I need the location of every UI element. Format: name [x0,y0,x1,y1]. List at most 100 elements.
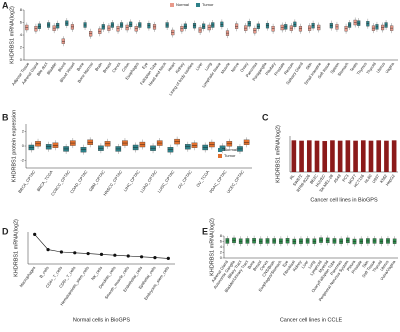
x-tick-label: Spleen [329,61,340,74]
x-tick-label: OV_TCGA [195,169,210,188]
x-tick-label: Thyroid [365,61,377,75]
x-tick-label: NK_cells [90,265,103,281]
x-tick-label: Ovary [239,61,249,73]
x-tick-label: Embryonic_stem_cells [143,265,170,301]
x-tick-label: Lung [203,61,212,71]
bar [345,140,351,172]
point [153,256,157,260]
x-tick-label: LIHC_CPTAC [122,169,140,192]
x-tick-label: Liver [300,259,309,270]
x-tick-label: LUSC_CPTAC [156,169,175,193]
bar [322,141,328,172]
y-tick-label: 0 [220,255,223,260]
x-tick-label: Skin [304,61,313,70]
panel-label: E [202,226,208,236]
y-tick-label: 4 [220,244,223,249]
x-tick-label: RL [289,173,296,181]
point [73,251,77,255]
x-tick-label: BE2C [309,173,319,185]
x-tick-label: Breast [102,61,113,74]
x-tick-label: Blood [57,61,67,72]
point [166,256,170,260]
y-axis-title: KHDRBS1 mRNA(log2) [13,219,19,277]
bar [330,140,335,172]
x-tick-label: MCF7 [347,173,358,185]
y-tick-label: 2 [22,128,25,133]
y-tick-label: 2 [20,45,23,50]
y-tick-label: 4 [20,32,23,37]
bar [291,140,297,172]
bar [360,140,366,172]
panel-label: C [262,112,269,122]
x-tick-label: Macrophages [18,265,36,288]
x-tick-label: HL60 [363,173,373,184]
bar [299,140,304,172]
x-tick-label: Kidney [292,259,303,272]
bar [384,140,389,172]
x-tick-label: Uterus [379,259,390,272]
x-tick-label: K562 [379,173,389,184]
x-tick-label: Testis [349,61,359,72]
legend-swatch [218,154,222,158]
x-tick-label: A549 [332,173,342,184]
y-tick-label: -2 [20,158,24,163]
x-tick-label: Lung [307,259,316,269]
x-tick-label: Cervix [111,61,122,73]
x-tick-label: Uterus [375,61,386,74]
x-tick-label: Skin [361,259,370,268]
panel-label: B [2,112,9,122]
x-tick-label: Bone [246,259,256,270]
y-axis-title: KHDRBS1 protein expression [11,110,17,182]
y-tick-label: 8 [220,233,223,238]
x-tick-label: Nerve [230,61,241,73]
point [139,255,144,259]
x-tick-label: Pleura [345,259,356,272]
x-tick-label: Eye [281,259,289,268]
legend-label: Tumor [224,153,236,158]
x-tick-label: COAD_CPTAC [69,169,89,194]
x-tick-label: Kidney [174,61,185,74]
panel-label: D [2,226,9,236]
bar [391,140,397,172]
x-tick-label: PC3 [341,173,350,183]
x-tick-label: OV_CPTAC [177,169,193,189]
x-tick-label: HNSCC_CPTAC [102,169,123,196]
x-tick-label: HepG2 [384,173,396,187]
x-tick-label: B_cells [38,265,49,278]
bar [353,140,358,172]
x-tick-label: BRCA_TCGA [36,169,54,192]
point [33,232,37,236]
x-tick-label: Breast [252,259,263,272]
x-tick-label: Colon [121,61,131,72]
x-axis-title: Normal cells in BioGPS [73,317,130,323]
x-tick-label: Muscle [220,61,232,75]
y-tick-label: 8 [20,7,23,12]
y-tick-label: 0 [22,143,25,148]
x-tick-label: Vagina [384,61,396,74]
y-tick-label: 0 [20,57,23,62]
legend-swatch [218,148,222,152]
point [126,254,130,258]
point [99,252,104,256]
y-axis-title: KHDRBS1 mRNA(log2) [209,218,215,276]
point [86,252,90,256]
y-tick-label: 6 [220,239,223,244]
x-tick-label: Eye [141,61,149,70]
x-tick-label: Brain [94,61,103,72]
legend-swatch [196,3,200,7]
y-axis-title: KHDRBS1 mRNA(log2) [9,6,15,64]
bar [314,140,320,172]
x-tick-label: BRCA_CPTAC [17,169,36,194]
x-tick-label: U937 [371,173,381,184]
legend-swatch [170,3,174,7]
panel-label: A [2,0,9,10]
x-tick-label: Bladder [46,61,58,76]
bar [306,140,312,172]
x-tick-label: CCRCC_CPTAC [50,169,71,196]
x-tick-label: Bone [76,61,86,72]
x-tick-label: Cervix [259,259,270,271]
legend-label: Normal [224,147,237,152]
y-axis-title: KHDRBS1 mRNA(log2) [275,125,281,183]
bar [368,140,374,172]
